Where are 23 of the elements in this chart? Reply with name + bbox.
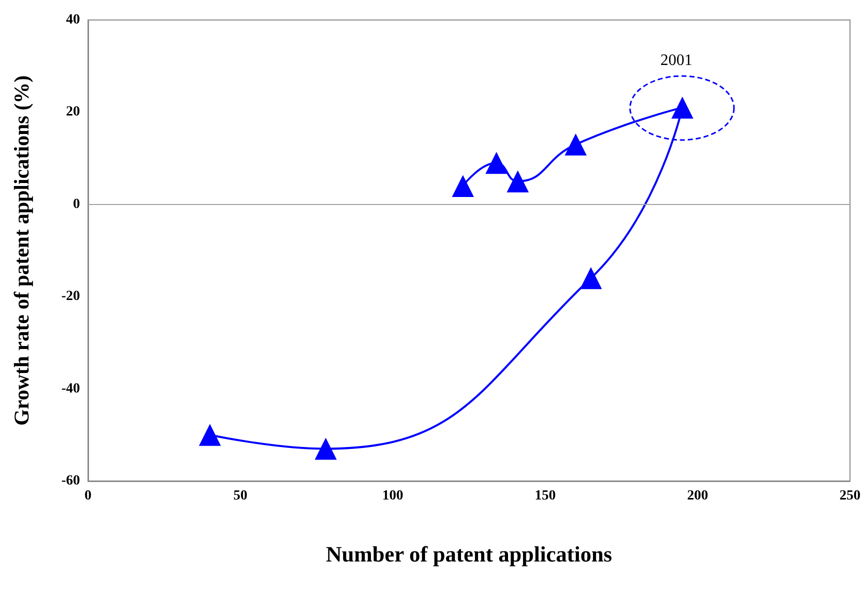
point [580,267,602,290]
y-tick-label: 40 [66,12,80,28]
x-tick-label: 50 [233,488,248,504]
point [485,152,508,174]
x-tick-label: 200 [687,488,708,504]
x-tick-label: 250 [840,488,860,504]
point [314,438,337,460]
annotation: 2001 [660,52,692,70]
y-tick-label: 20 [66,104,80,120]
x-axis-title: Number of patent applications [326,542,613,566]
x-tick-label: 150 [534,488,556,504]
y-tick-label: -60 [61,474,80,488]
point [506,170,529,192]
y-tick-label: 0 [73,196,80,212]
y-tick-label: -20 [61,289,80,304]
point [198,424,221,446]
y-tick-label: -40 [61,381,80,396]
point [564,133,587,156]
x-tick-label: 100 [382,488,404,504]
point [452,174,474,197]
point [671,96,694,119]
y-axis-title: Growth rate of patent applications (%) [10,75,34,426]
x-tick-label: 0 [84,488,92,504]
